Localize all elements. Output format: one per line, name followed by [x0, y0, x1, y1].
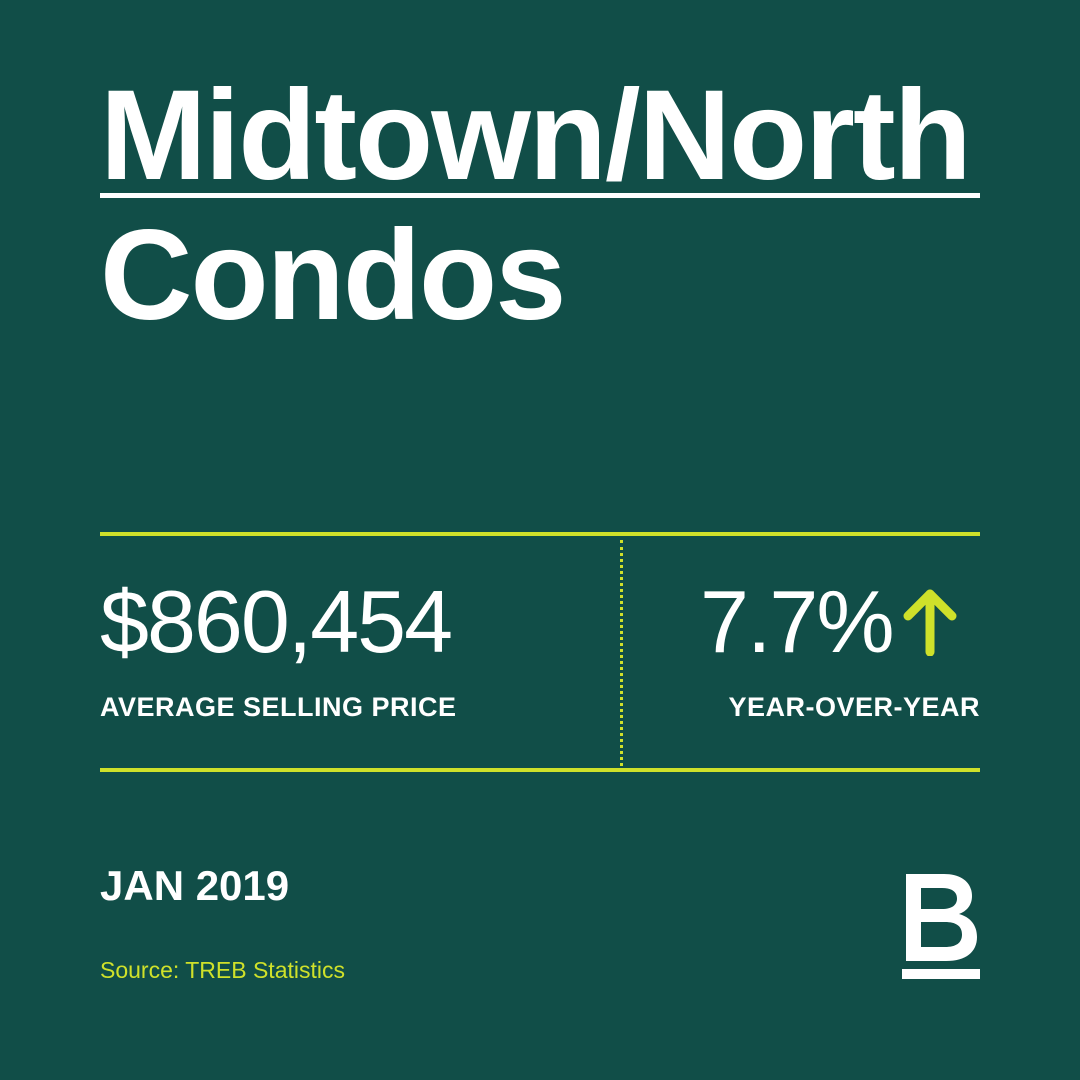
arrow-up-icon: [903, 589, 957, 656]
report-date: JAN 2019: [100, 862, 290, 909]
source-note: Source: TREB Statistics: [100, 957, 345, 983]
title-line-1: Midtown/North: [100, 64, 972, 207]
average-price-label: AVERAGE SELLING PRICE: [100, 692, 457, 722]
dotted-vertical-divider: [620, 540, 623, 766]
yoy-change-label: YEAR-OVER-YEAR: [728, 692, 980, 722]
title-underline: [100, 193, 980, 198]
yoy-change-value: 7.7%: [700, 572, 895, 671]
average-price-value: $860,454: [100, 572, 453, 671]
title-line-2: Condos: [100, 204, 566, 347]
top-divider-rule: [100, 532, 980, 536]
brand-b-logo: [902, 874, 980, 979]
bottom-divider-rule: [100, 768, 980, 772]
